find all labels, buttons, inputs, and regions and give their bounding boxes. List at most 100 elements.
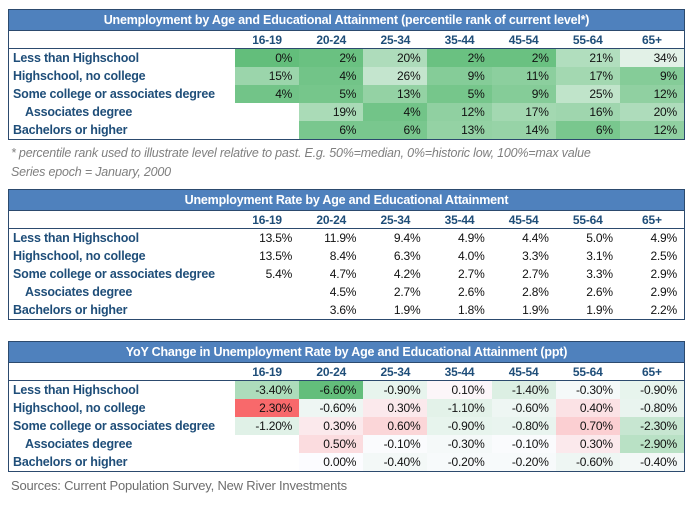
age-column-header: 20-24: [299, 31, 364, 49]
value-cell: 20%: [363, 48, 428, 67]
value-cell: 4%: [235, 85, 300, 103]
value-cell: 2%: [491, 48, 556, 67]
value-cell: 13.5%: [259, 231, 293, 245]
table-row: Some college or associates degree -1.20% 0…: [9, 417, 684, 435]
value-cell: -2.30%: [619, 417, 684, 435]
value-cell: -2.90%: [619, 435, 684, 453]
value-cell: 4.0%: [458, 249, 485, 263]
value-cell: 0.00%: [299, 453, 364, 471]
value-cell: -1.40%: [491, 380, 556, 399]
table-row: Less than Highschool -3.40% -6.60% -0.90% 0.…: [9, 380, 684, 399]
row-label: Highschool, no college: [9, 247, 235, 265]
value-cell: 3.3%: [586, 267, 613, 281]
row-label: Bachelors or higher: [9, 453, 235, 471]
value-cell: 21%: [555, 48, 620, 67]
value-cell: 8.4%: [329, 249, 357, 263]
value-cell: 4.9%: [458, 231, 485, 245]
value-cell: 6%: [299, 121, 364, 139]
value-cell: 14%: [491, 121, 556, 139]
age-column-header: 55-64: [555, 363, 620, 381]
age-column-header: 45-54: [491, 31, 556, 49]
table-row: Bachelors or higher 0.00% -0.40% -0.20% -0.2…: [9, 453, 684, 471]
value-cell: 1.8%: [458, 303, 485, 317]
corner-cell: [9, 211, 235, 229]
value-cell: 4.2%: [393, 267, 421, 281]
table-row: Some college or associates degree 5.4% 4.7…: [9, 265, 684, 283]
age-column-header: 25-34: [363, 31, 428, 49]
value-cell: 2%: [299, 48, 364, 67]
age-column-header: 65+: [619, 31, 684, 49]
value-cell: 0.30%: [555, 435, 620, 453]
row-label: Highschool, no college: [9, 67, 235, 85]
corner-cell: [9, 363, 235, 381]
age-column-header: 16-19: [235, 211, 300, 229]
value-cell: -0.90%: [427, 417, 492, 435]
sources-line: Sources: Current Population Survey, New …: [11, 478, 347, 493]
value-cell: -0.40%: [619, 453, 684, 471]
value-cell: 0.30%: [363, 399, 428, 417]
value-cell: 11%: [491, 67, 556, 85]
value-cell: 1.9%: [393, 303, 421, 317]
value-cell: 4.5%: [329, 285, 357, 299]
value-cell: 9%: [427, 67, 492, 85]
table-row: Bachelors or higher 3.6% 1.9% 1.8% 1.9% 1.9% 2…: [9, 301, 684, 319]
age-column-header: 16-19: [235, 31, 300, 49]
value-cell: 2.6%: [458, 285, 485, 299]
series-epoch-footnote: Series epoch = January, 2000: [11, 165, 171, 179]
value-cell: -0.80%: [619, 399, 684, 417]
value-cell: -0.10%: [491, 435, 556, 453]
table-row: Associates degree 19% 4% 12% 17% 16% 20%: [9, 103, 684, 121]
table-row: Associates degree 0.50% -0.10% -0.30% -0.10%…: [9, 435, 684, 453]
yoy-table-title: YoY Change in Unemployment Rate by Age a…: [9, 342, 684, 363]
age-column-header: 25-34: [363, 211, 428, 229]
value-cell: 0.70%: [555, 417, 620, 435]
value-cell: 2.9%: [650, 267, 677, 281]
rate-table-title: Unemployment Rate by Age and Educational…: [9, 190, 684, 211]
value-cell: 17%: [491, 103, 556, 121]
age-column-header: 45-54: [491, 211, 556, 229]
percentile-footnote: * percentile rank used to illustrate lev…: [11, 146, 591, 160]
table-row: Less than Highschool 0% 2% 20% 2% 2% 21% 34%: [9, 48, 684, 67]
table-row: Highschool, no college 15% 4% 26% 9% 11% 17% 9%: [9, 67, 684, 85]
value-cell: 12%: [619, 121, 684, 139]
value-cell: 2.30%: [235, 399, 300, 417]
age-column-header: 25-34: [363, 363, 428, 381]
age-column-header: 65+: [619, 211, 684, 229]
value-cell: 3.6%: [329, 303, 357, 317]
value-cell: -0.10%: [363, 435, 428, 453]
corner-cell: [9, 31, 235, 49]
value-cell: 4%: [299, 67, 364, 85]
age-column-header: 35-44: [427, 211, 492, 229]
value-cell: 0.10%: [427, 380, 492, 399]
value-cell: 5.0%: [586, 231, 613, 245]
table-row: Less than Highschool 13.5% 11.9% 9.4% 4.9% 4.…: [9, 228, 684, 247]
value-cell: 11.9%: [324, 231, 357, 245]
value-cell: -0.40%: [363, 453, 428, 471]
value-cell: 0.60%: [363, 417, 428, 435]
age-column-header: 20-24: [299, 211, 364, 229]
value-cell: 2.8%: [522, 285, 549, 299]
value-cell: -0.60%: [299, 399, 364, 417]
value-cell: 5%: [427, 85, 492, 103]
row-label: Associates degree: [9, 103, 235, 121]
value-cell: -0.90%: [363, 380, 428, 399]
value-cell: [235, 301, 299, 319]
row-label: Some college or associates degree: [9, 85, 235, 103]
percentile-rank-table: Unemployment by Age and Educational Atta…: [8, 9, 685, 140]
row-label: Highschool, no college: [9, 399, 235, 417]
table-row: Highschool, no college 13.5% 8.4% 6.3% 4.0% 3…: [9, 247, 684, 265]
value-cell: 3.1%: [586, 249, 613, 263]
value-cell: 0.50%: [299, 435, 364, 453]
value-cell: 1.9%: [586, 303, 613, 317]
row-label: Less than Highschool: [9, 228, 235, 247]
value-cell: -0.20%: [427, 453, 492, 471]
percentile-table-grid: 16-19 20-24 25-34 35-44 45-54 55-64 65+ Less th…: [9, 31, 684, 139]
value-cell: 34%: [619, 48, 684, 67]
value-cell: 6%: [363, 121, 428, 139]
age-column-header: 35-44: [427, 363, 492, 381]
value-cell: -0.20%: [491, 453, 556, 471]
unemployment-rate-table: Unemployment Rate by Age and Educational…: [8, 189, 685, 320]
value-cell: 4.9%: [650, 231, 677, 245]
value-cell: 0.30%: [299, 417, 364, 435]
